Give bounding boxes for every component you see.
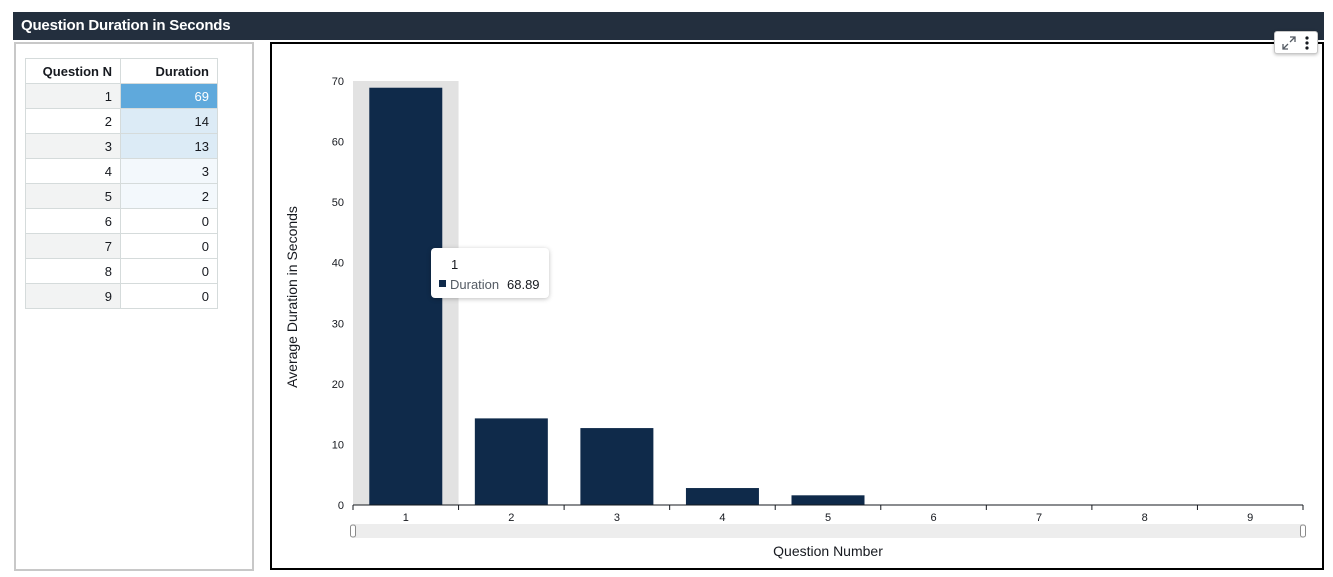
- table-row[interactable]: 2 14: [25, 108, 218, 134]
- y-tick-label: 20: [332, 379, 344, 391]
- y-tick-label: 70: [332, 76, 344, 88]
- duration-cell[interactable]: 0: [120, 258, 218, 284]
- x-tick-label: 8: [1142, 512, 1148, 524]
- column-header-duration[interactable]: Duration: [120, 58, 218, 84]
- column-header-question[interactable]: Question N: [25, 58, 121, 84]
- x-tick-label: 6: [930, 512, 936, 524]
- x-tick-label: 4: [719, 512, 725, 524]
- question-cell[interactable]: 3: [25, 133, 121, 159]
- pivot-table-panel: Question N Duration 1 69 2 14 3 13 4 3 5 2 6 0 7 0 8 0 9…: [14, 42, 254, 571]
- duration-cell[interactable]: 0: [120, 283, 218, 309]
- more-vertical-icon[interactable]: [1302, 34, 1312, 52]
- duration-cell[interactable]: 3: [120, 158, 218, 184]
- question-cell[interactable]: 6: [25, 208, 121, 234]
- x-tick-label: 1: [403, 512, 409, 524]
- x-tick-label: 5: [825, 512, 831, 524]
- x-tick-label: 2: [508, 512, 514, 524]
- x-tick-label: 9: [1247, 512, 1253, 524]
- bar: [369, 87, 443, 506]
- tooltip-title: 1: [451, 257, 459, 272]
- question-cell[interactable]: 5: [25, 183, 121, 209]
- bar-chart-panel: 0 10 20 30 40 50 60 70 1 2 3 4 5 6 7 8 9 Question Number A…: [270, 42, 1324, 570]
- duration-cell[interactable]: 13: [120, 133, 218, 159]
- duration-cell[interactable]: 69: [120, 83, 218, 109]
- y-axis-title: Average Duration in Seconds: [284, 206, 300, 388]
- bar-chart: 0 10 20 30 40 50 60 70 1 2 3 4 5 6 7 8 9 Question Number A…: [284, 76, 1306, 559]
- question-cell[interactable]: 2: [25, 108, 121, 134]
- y-tick-label: 10: [332, 439, 344, 451]
- pivot-table: Question N Duration 1 69 2 14 3 13 4 3 5 2 6 0 7 0 8 0 9…: [25, 58, 218, 309]
- range-slider-handle[interactable]: [350, 524, 356, 538]
- bar: [474, 418, 548, 505]
- tooltip-label: Duration: [450, 277, 500, 292]
- table-row[interactable]: 3 13: [25, 133, 218, 159]
- expand-icon[interactable]: [1281, 35, 1297, 51]
- question-cell[interactable]: 1: [25, 83, 121, 109]
- y-tick-label: 50: [332, 197, 344, 209]
- visual-title: Question Duration in Seconds: [13, 12, 1324, 40]
- x-tick-label: 7: [1036, 512, 1042, 524]
- duration-cell[interactable]: 0: [120, 233, 218, 259]
- tooltip-swatch: [439, 280, 446, 287]
- tooltip-value: 68.89: [507, 277, 540, 292]
- range-slider-track: [353, 524, 1303, 538]
- y-tick-label: 60: [332, 137, 344, 149]
- duration-cell[interactable]: 2: [120, 183, 218, 209]
- y-tick-label: 0: [338, 500, 344, 512]
- x-tick-label: 3: [614, 512, 620, 524]
- duration-cell[interactable]: 14: [120, 108, 218, 134]
- question-cell[interactable]: 4: [25, 158, 121, 184]
- duration-cell[interactable]: 0: [120, 208, 218, 234]
- table-row[interactable]: 1 69: [25, 83, 218, 109]
- question-cell[interactable]: 7: [25, 233, 121, 259]
- bar: [791, 495, 865, 505]
- bar: [685, 488, 759, 505]
- chart-tooltip: 1 Duration 68.89: [431, 248, 549, 298]
- range-slider-handle[interactable]: [1300, 524, 1306, 538]
- bar: [580, 428, 654, 505]
- question-cell[interactable]: 8: [25, 258, 121, 284]
- y-tick-label: 40: [332, 258, 344, 270]
- visual-toolbar: [1274, 31, 1318, 54]
- y-tick-label: 30: [332, 318, 344, 330]
- question-cell[interactable]: 9: [25, 283, 121, 309]
- x-axis-title: Question Number: [773, 543, 883, 559]
